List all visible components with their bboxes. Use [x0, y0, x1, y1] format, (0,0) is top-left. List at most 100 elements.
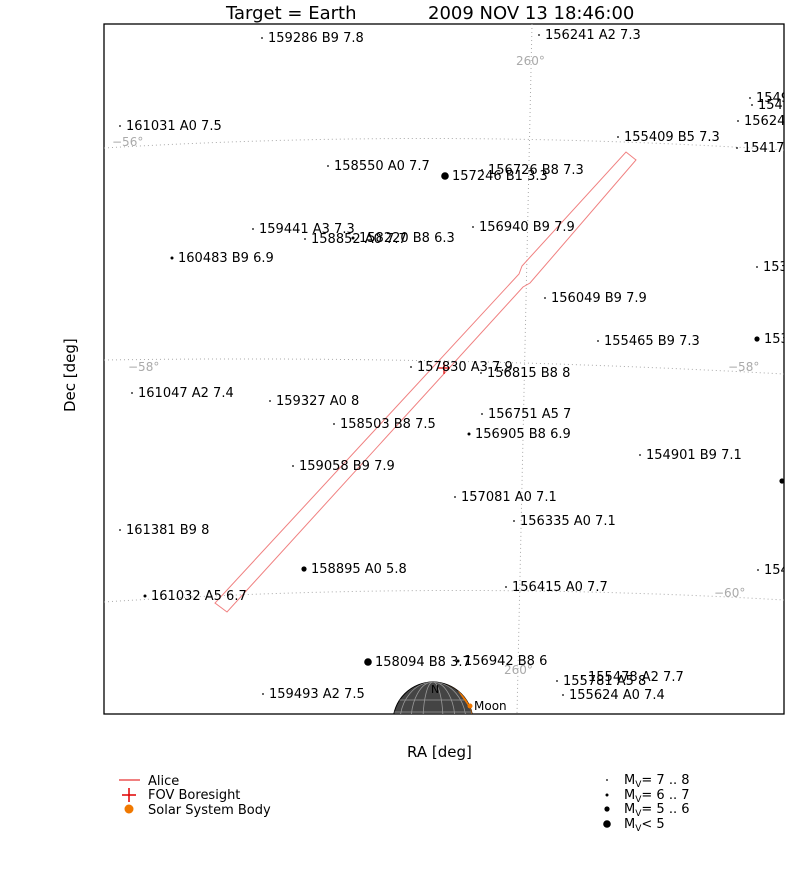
moon-dot [467, 703, 473, 709]
star-marker [581, 676, 583, 678]
star-marker [779, 478, 784, 484]
star-marker [119, 125, 121, 127]
star-label: 15412 [758, 98, 799, 113]
star-marker [131, 392, 133, 394]
legend-alice-label: Alice [148, 774, 179, 789]
legend-boresight-label: FOV Boresight [148, 788, 240, 803]
star-marker [143, 594, 147, 598]
star-label: 156335 A0 7.1 [520, 514, 616, 529]
star-label: 153 [764, 332, 789, 347]
star-marker [505, 586, 507, 588]
star-label: 157081 A0 7.1 [461, 490, 557, 505]
star-label: 158895 A0 5.8 [311, 562, 407, 577]
star-marker [639, 454, 641, 456]
star-marker [441, 172, 449, 180]
grid-label-ra-top: 260° [516, 54, 545, 68]
star-label: 156726 B8 7.3 [488, 163, 584, 178]
star-label: 159327 A0 8 [276, 394, 359, 409]
legend-magnitudes: MV= 7 .. 8 MV= 6 .. 7 MV= 5 .. 6 MV< 5 [603, 773, 690, 834]
star-marker [467, 432, 471, 436]
star-label: 154458 B8 8 [764, 563, 800, 578]
star-marker [749, 97, 751, 99]
star-label: 159058 B9 7.9 [299, 459, 395, 474]
star-label: 156241 A2 7.3 [545, 28, 641, 43]
star-marker [597, 340, 599, 342]
star-label: 156049 B9 7.9 [551, 291, 647, 306]
legend-solar-body-swatch [124, 804, 134, 814]
star-marker [751, 104, 753, 106]
star-marker [410, 366, 412, 368]
star-marker [262, 693, 264, 695]
star-label: 156815 B8 8 [487, 366, 570, 381]
star-marker [292, 465, 294, 467]
star-label: 161047 A2 7.4 [138, 386, 234, 401]
fov-boresight-marker [438, 362, 450, 374]
star-marker [333, 423, 335, 425]
star-label: 161031 A0 7.5 [126, 119, 222, 134]
star-label: 156905 B8 6.9 [475, 427, 571, 442]
star-marker [757, 569, 759, 571]
legend-mag-7-8-dot [606, 779, 608, 781]
star-marker [364, 658, 372, 666]
star-marker [538, 34, 540, 36]
star-label: 161032 A5 6.7 [151, 589, 247, 604]
star-label: 159493 A2 7.5 [269, 687, 365, 702]
plot-area: 260° 260° −56° −58° −58° −60° 159286 B9 … [104, 24, 800, 714]
star-marker [736, 147, 738, 149]
star-label: 158503 B8 7.5 [340, 417, 436, 432]
star-marker [544, 297, 546, 299]
star-label: 155624 A0 7.4 [569, 688, 665, 703]
star-marker [481, 413, 483, 415]
star-marker [269, 400, 271, 402]
star-marker [170, 256, 174, 260]
star-label: 158094 B8 3.7 [375, 655, 471, 670]
legend-mag-5-6-label: MV= 5 .. 6 [624, 802, 690, 819]
star-marker [261, 37, 263, 39]
grid-label-dec-58-left: −58° [128, 360, 159, 374]
star-label: 153 [763, 260, 788, 275]
star-marker [737, 120, 739, 122]
star-marker [480, 372, 482, 374]
star-marker [119, 529, 121, 531]
star-label: 161381 B9 8 [126, 523, 209, 538]
legend-boresight-swatch [122, 788, 136, 802]
star-label: 156940 B9 7.9 [479, 220, 575, 235]
legend-mag-6-7-label: MV= 6 .. 7 [624, 788, 690, 805]
star-label: 159441 A3 7.3 [259, 222, 355, 237]
grid-label-dec-60: −60° [714, 586, 745, 600]
star-label: 154901 B9 7.1 [646, 448, 742, 463]
star-label: 155465 B9 7.3 [604, 334, 700, 349]
legend-left: Alice FOV Boresight Solar System Body [119, 774, 271, 818]
legend-mag-5-6-dot [604, 806, 610, 812]
star-label: 160483 B9 6.9 [178, 251, 274, 266]
star-marker [351, 236, 355, 240]
star-label: 156242 B8 8 [744, 114, 800, 129]
star-marker [562, 694, 564, 696]
star-marker [456, 659, 460, 663]
star-label: 158852 A0 7.7 [311, 232, 407, 247]
grid-label-ra-bottom: 260° [504, 663, 533, 677]
legend-mag-lt5-label: MV< 5 [624, 817, 665, 834]
star-marker [252, 228, 254, 230]
star-label: 15377 [789, 474, 800, 489]
legend-mag-6-7-dot [605, 793, 609, 797]
star-marker [556, 680, 558, 682]
star-label: 158220 B8 6.3 [359, 231, 455, 246]
chart-title-target: Target = Earth [225, 3, 356, 24]
star-label: 159286 B9 7.8 [268, 31, 364, 46]
star-marker [327, 165, 329, 167]
legend-solar-body-label: Solar System Body [148, 803, 271, 818]
star-marker [472, 226, 474, 228]
star-marker [513, 520, 515, 522]
star-label: 157246 B1 3.3 [452, 169, 548, 184]
earth-north-marker: N [431, 683, 439, 696]
star-marker [481, 169, 483, 171]
star-label: 156751 A5 7 [488, 407, 571, 422]
star-marker [454, 496, 456, 498]
star-label: 154970 B8 8 [756, 91, 800, 106]
legend-mag-lt5-dot [603, 820, 611, 828]
y-axis-title: Dec [deg] [61, 338, 79, 412]
moon-label: Moon [474, 699, 507, 713]
